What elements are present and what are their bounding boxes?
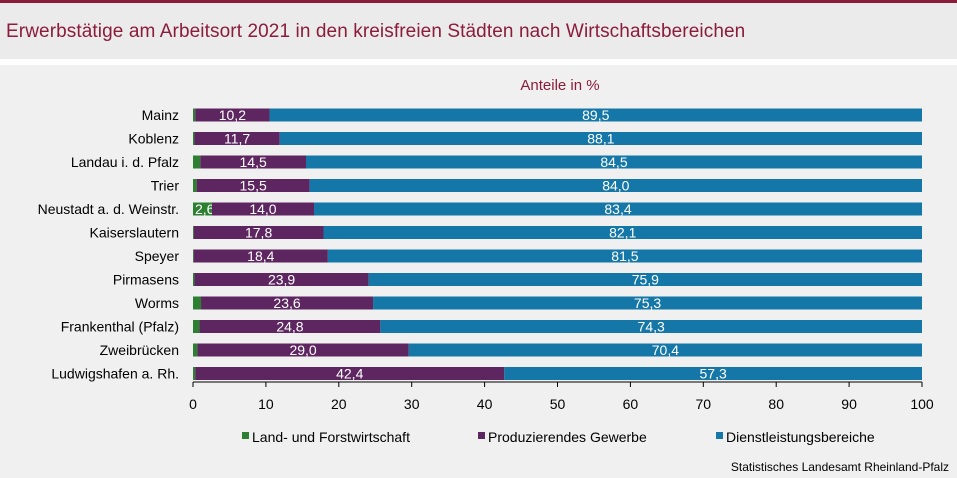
data-label: 10,2 bbox=[219, 107, 246, 123]
data-label: 75,3 bbox=[634, 295, 661, 311]
bar-segment bbox=[305, 155, 922, 169]
bar-segment bbox=[193, 155, 201, 169]
data-label: 17,8 bbox=[245, 225, 272, 241]
category-label: Frankenthal (Pfalz) bbox=[61, 319, 179, 335]
data-label: 88,1 bbox=[587, 131, 614, 147]
legend-label: Land- und Forstwirtschaft bbox=[252, 429, 410, 445]
data-label: 84,5 bbox=[600, 154, 627, 170]
x-tick-label: 50 bbox=[550, 396, 566, 412]
data-label: 70,4 bbox=[652, 342, 679, 358]
category-label: Speyer bbox=[135, 248, 180, 264]
source-note: Statistisches Landesamt Rheinland-Pfalz bbox=[730, 460, 949, 474]
bar-segment bbox=[193, 367, 196, 380]
bar-segment bbox=[193, 132, 195, 145]
category-label: Kaiserslautern bbox=[90, 225, 180, 241]
bar-segment bbox=[368, 273, 923, 286]
bar-segment bbox=[211, 202, 315, 216]
category-label: Koblenz bbox=[128, 131, 179, 147]
data-label: 83,4 bbox=[604, 201, 631, 217]
category-label: Ludwigshafen a. Rh. bbox=[51, 366, 179, 382]
legend-swatch bbox=[716, 432, 723, 439]
bar-segment bbox=[195, 108, 270, 122]
bar-segment bbox=[193, 226, 324, 239]
legend-label: Produzierendes Gewerbe bbox=[488, 429, 647, 445]
bar-segment bbox=[194, 132, 280, 145]
bar-segment bbox=[193, 296, 202, 310]
bar-segment bbox=[199, 320, 381, 333]
data-label: 89,5 bbox=[582, 107, 609, 123]
legend-swatch bbox=[242, 432, 249, 439]
data-label: 14,0 bbox=[249, 201, 276, 217]
bar-segment bbox=[193, 273, 195, 286]
bar-segment bbox=[309, 179, 922, 192]
data-label: 57,3 bbox=[700, 366, 727, 382]
bar-segment bbox=[195, 367, 505, 380]
category-label: Zweibrücken bbox=[100, 342, 179, 358]
x-tick-label: 80 bbox=[768, 396, 784, 412]
chart-subtitle: Anteile in % bbox=[520, 77, 599, 94]
bar-segment bbox=[269, 108, 922, 122]
bar-segment bbox=[327, 249, 922, 263]
category-label: Trier bbox=[151, 178, 180, 194]
data-label: 82,1 bbox=[609, 225, 636, 241]
data-label: 18,4 bbox=[247, 248, 274, 264]
top-rule bbox=[0, 0, 957, 3]
legend-label: Dienstleistungsbereiche bbox=[726, 429, 875, 445]
legend-swatch bbox=[478, 432, 485, 439]
bar-segment bbox=[279, 132, 923, 145]
x-tick-label: 20 bbox=[331, 396, 347, 412]
bar-segment bbox=[193, 108, 196, 122]
bar-segment bbox=[504, 367, 922, 380]
data-label: 14,5 bbox=[240, 154, 267, 170]
category-label: Landau i. d. Pfalz bbox=[71, 154, 179, 170]
bar-segment bbox=[193, 226, 194, 239]
category-label: Pirmasens bbox=[113, 272, 179, 288]
x-tick-label: 100 bbox=[910, 396, 934, 412]
x-tick-label: 30 bbox=[404, 396, 420, 412]
x-tick-label: 60 bbox=[623, 396, 639, 412]
data-label: 15,5 bbox=[240, 178, 267, 194]
data-label: 29,0 bbox=[289, 342, 316, 358]
data-label: 23,9 bbox=[268, 272, 295, 288]
x-tick-label: 0 bbox=[189, 396, 197, 412]
title-band: Erwerbstätige am Arbeitsort 2021 in den … bbox=[0, 3, 957, 59]
bar-segment bbox=[200, 155, 306, 169]
data-label: 11,7 bbox=[224, 131, 250, 147]
bar-segment bbox=[314, 202, 922, 216]
x-tick-label: 40 bbox=[477, 396, 493, 412]
x-tick-label: 70 bbox=[696, 396, 712, 412]
bar-segment bbox=[373, 296, 922, 310]
data-label: 23,6 bbox=[273, 295, 300, 311]
data-label: 75,9 bbox=[632, 272, 659, 288]
bar-segment bbox=[193, 179, 197, 192]
bar-segment bbox=[196, 179, 310, 192]
bar-segment bbox=[380, 320, 922, 333]
data-label: 84,0 bbox=[602, 178, 629, 194]
bar-segment bbox=[194, 273, 369, 286]
bar-segment bbox=[408, 343, 922, 357]
data-label: 42,4 bbox=[336, 366, 363, 382]
data-label: 81,5 bbox=[611, 248, 638, 264]
category-label: Neustadt a. d. Weinstr. bbox=[38, 201, 179, 217]
bar-segment bbox=[193, 249, 194, 263]
data-label: 2,6 bbox=[195, 201, 215, 217]
data-label: 74,3 bbox=[638, 319, 665, 335]
bar-segment bbox=[193, 343, 198, 357]
bar-segment bbox=[193, 320, 200, 333]
bar-segment bbox=[193, 202, 212, 216]
x-tick-label: 90 bbox=[841, 396, 857, 412]
bar-segment bbox=[201, 296, 374, 310]
chart-title: Erwerbstätige am Arbeitsort 2021 in den … bbox=[6, 21, 746, 42]
category-label: Worms bbox=[135, 295, 179, 311]
bar-segment bbox=[323, 226, 923, 239]
data-label: 24,8 bbox=[276, 319, 303, 335]
bar-segment bbox=[197, 343, 409, 357]
x-tick-label: 10 bbox=[258, 396, 274, 412]
bar-segment bbox=[193, 249, 328, 263]
category-label: Mainz bbox=[142, 107, 179, 123]
